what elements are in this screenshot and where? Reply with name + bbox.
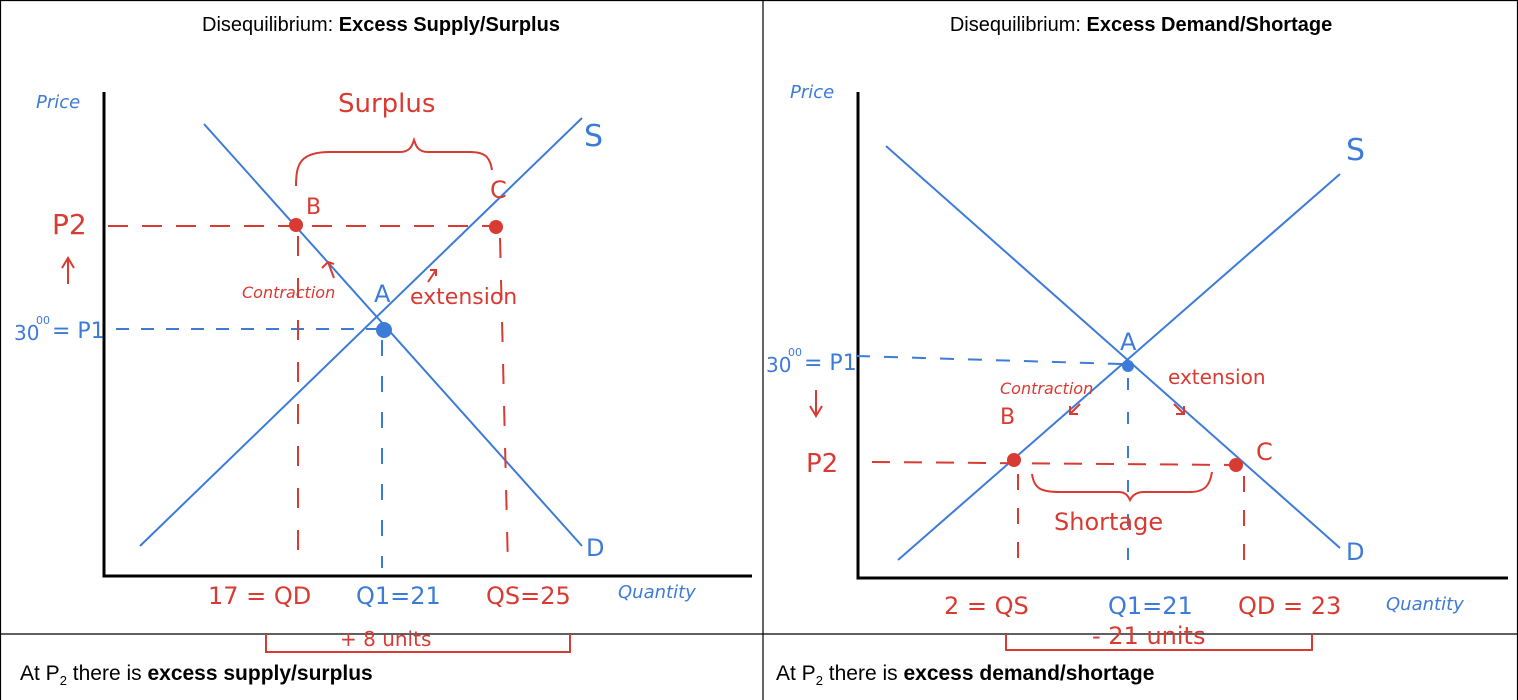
right-title-bold: Excess Demand/Shortage [1086, 14, 1333, 36]
right-supply-label: S [1346, 133, 1365, 168]
right-p1-eq: = P1 [804, 351, 857, 376]
left-contraction-label: Contraction [242, 283, 335, 302]
left-axis-y-label: Price [36, 92, 80, 113]
left-p1-eq: = P1 [52, 319, 105, 344]
right-point-a-label: A [1120, 328, 1137, 356]
left-title-prefix: Disequilibrium: [202, 14, 339, 36]
left-contraction-arrow [321, 260, 335, 279]
left-conclusion-prefix: At P [20, 662, 60, 685]
left-point-a [376, 322, 392, 338]
right-axis-y-label: Price [790, 82, 834, 103]
left-extension-label: extension [410, 285, 517, 310]
left-axis-x-label: Quantity [618, 582, 696, 603]
left-point-c [489, 220, 503, 234]
right-supply-curve [897, 173, 1341, 561]
left-point-b [289, 218, 303, 232]
left-units-label: + 8 units [340, 627, 431, 651]
left-q1-label: Q1=21 [356, 582, 441, 610]
right-extension-arrow [1173, 403, 1185, 415]
right-shortage-label: Shortage [1054, 508, 1163, 536]
left-conclusion-sub: 2 [59, 673, 67, 689]
right-p2-dash [871, 461, 1233, 466]
left-conclusion-mid: there is [66, 662, 148, 685]
left-conclusion: At P2 there is excess supply/surplus [20, 662, 373, 688]
left-p2-up-arrow [61, 256, 75, 284]
right-demand-label: D [1346, 538, 1364, 566]
right-contraction-arrow [1069, 403, 1081, 415]
right-conclusion: At P2 there is excess demand/shortage [776, 662, 1154, 688]
right-title-prefix: Disequilibrium: [949, 14, 1087, 36]
right-demand-curve [885, 145, 1341, 549]
right-p1-value: 30 [766, 353, 791, 377]
right-shortage-bracket [1031, 471, 1213, 503]
left-supply-curve [139, 117, 583, 547]
left-p2-label: P2 [52, 208, 87, 241]
right-p1-sup: 00 [788, 346, 802, 359]
right-conclusion-mid: there is [822, 662, 904, 685]
left-point-a-label: A [374, 280, 391, 308]
right-axes [856, 92, 1508, 580]
right-point-a [1122, 360, 1134, 372]
right-panel-title: Disequilibrium: Excess Demand/Shortage [764, 14, 1518, 44]
left-point-c-label: C [490, 176, 507, 204]
right-contraction-label: Contraction [1000, 379, 1093, 398]
right-p1-down-arrow [809, 390, 823, 418]
left-extension-arrow [427, 269, 437, 283]
right-qd-label: QD = 23 [1238, 592, 1341, 620]
right-point-c [1229, 458, 1243, 472]
left-panel-title: Disequilibrium: Excess Supply/Surplus [0, 14, 762, 44]
left-units-bracket [265, 634, 571, 653]
right-axis-x-label: Quantity [1386, 594, 1464, 615]
right-diagram: Price Quantity S D A B C P2 30 00 = P1 S… [766, 82, 1508, 651]
left-qd-label: 17 = QD [208, 582, 311, 610]
left-axes [102, 92, 752, 578]
left-diagram: Price Quantity S D A B C P2 30 00 = P1 S… [14, 89, 752, 653]
left-qs-dash [499, 237, 509, 569]
left-supply-label: S [584, 119, 603, 154]
right-units-bracket [1005, 634, 1313, 651]
right-point-c-label: C [1256, 438, 1273, 466]
left-title-bold: Excess Supply/Surplus [338, 14, 560, 36]
right-qs-label: 2 = QS [944, 592, 1029, 620]
right-p1-dash [855, 355, 1123, 365]
right-point-b [1007, 453, 1021, 467]
left-surplus-label: Surplus [338, 89, 435, 119]
right-conclusion-sub: 2 [815, 673, 823, 689]
right-extension-label: extension [1168, 365, 1266, 389]
left-demand-label: D [586, 534, 604, 562]
right-point-b-label: B [1000, 405, 1015, 430]
left-qs-label: QS=25 [486, 582, 571, 610]
right-conclusion-bold: excess demand/shortage [903, 662, 1155, 685]
right-p2-label: P2 [806, 449, 838, 479]
left-demand-curve [203, 123, 583, 547]
left-surplus-bracket [295, 136, 493, 187]
left-p1-value: 30 [14, 321, 39, 345]
left-point-b-label: B [306, 195, 321, 220]
left-p1-sup: 00 [36, 314, 50, 327]
left-conclusion-bold: excess supply/surplus [147, 662, 373, 685]
right-q1-label: Q1=21 [1108, 592, 1193, 620]
right-units-label: - 21 units [1092, 622, 1205, 650]
right-conclusion-prefix: At P [776, 662, 816, 685]
